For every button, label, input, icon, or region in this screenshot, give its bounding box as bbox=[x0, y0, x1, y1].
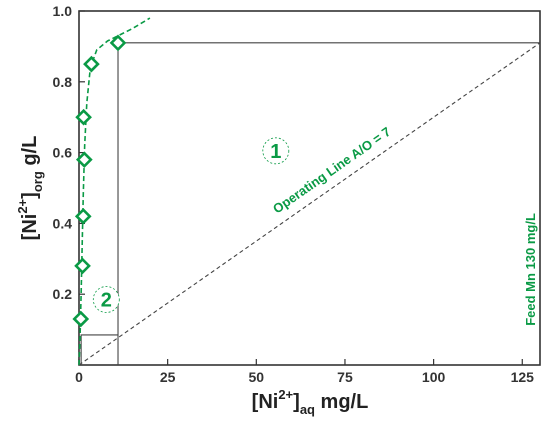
x-axis-title-part-2: ] bbox=[293, 391, 300, 413]
x-tick-label: 100 bbox=[422, 369, 446, 385]
data-point bbox=[83, 55, 100, 73]
feed-label: Feed Mn 130 mg/L bbox=[523, 213, 538, 326]
x-axis-title-part-3: aq bbox=[300, 402, 315, 417]
y-tick-label: 0.2 bbox=[53, 286, 73, 302]
data-point bbox=[74, 207, 92, 225]
data-point bbox=[74, 257, 91, 275]
y-axis-title: [Ni2+]org g/L bbox=[15, 136, 45, 241]
x-tick-label: 0 bbox=[75, 369, 83, 385]
y-tick-label: 0.4 bbox=[53, 215, 73, 231]
data-point bbox=[72, 310, 90, 328]
data-point bbox=[109, 34, 127, 52]
data-point bbox=[75, 151, 93, 169]
stage-circle bbox=[262, 137, 290, 165]
y-axis-title-part-2: ] bbox=[19, 192, 41, 199]
x-tick-label: 75 bbox=[337, 369, 353, 385]
x-tick-label: 125 bbox=[511, 369, 535, 385]
data-point bbox=[75, 108, 92, 126]
stage-step-2 bbox=[80, 334, 119, 365]
x-axis-title-part-4: mg/L bbox=[315, 391, 368, 413]
y-axis-title-part-3: org bbox=[30, 171, 45, 192]
stage-label: 1 bbox=[270, 141, 281, 163]
y-axis-title-part-0: [Ni bbox=[19, 214, 41, 241]
y-tick-label: 0.8 bbox=[53, 74, 73, 90]
plot-frame bbox=[78, 10, 541, 366]
x-axis-title: [Ni2+]aq mg/L bbox=[252, 387, 369, 417]
y-axis-title-part-1: 2+ bbox=[15, 198, 30, 213]
y-tick-label: 0.6 bbox=[53, 145, 73, 161]
x-tick-label: 25 bbox=[160, 369, 176, 385]
x-tick-label: 50 bbox=[249, 369, 265, 385]
data-layer bbox=[72, 17, 541, 366]
y-axis-title-part-4: g/L bbox=[19, 136, 41, 172]
operating-line bbox=[78, 42, 541, 366]
x-axis-title-part-1: 2+ bbox=[278, 387, 293, 402]
y-tick-label: 1.0 bbox=[53, 3, 73, 19]
stage-circle bbox=[92, 286, 120, 313]
x-axis-title-part-0: [Ni bbox=[252, 391, 279, 413]
stage-label: 2 bbox=[101, 290, 112, 312]
